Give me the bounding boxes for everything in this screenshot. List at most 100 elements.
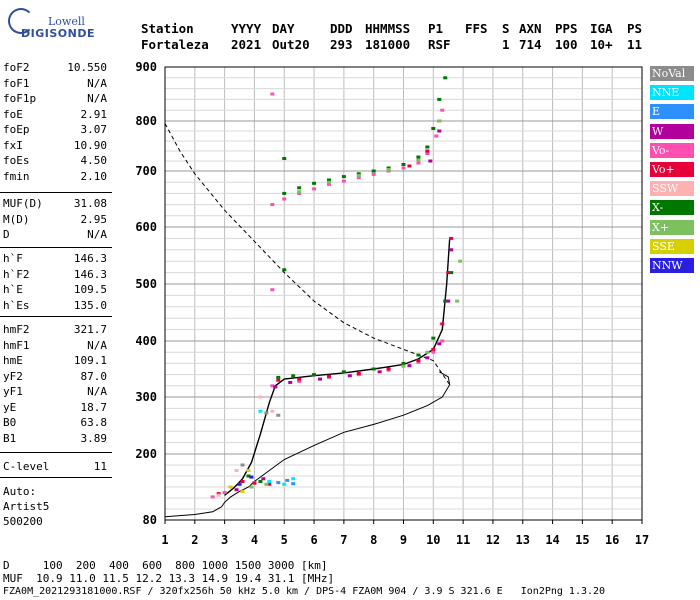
parameter-name: h`Es bbox=[3, 298, 30, 312]
echo-point-vo bbox=[440, 339, 445, 343]
y-tick-label: 80 bbox=[143, 513, 157, 527]
parameter-value: 87.0 bbox=[80, 369, 108, 383]
echo-point-x bbox=[416, 353, 421, 357]
echo-point-w bbox=[449, 248, 454, 252]
parameter-name: hmF1 bbox=[3, 338, 30, 352]
header-value: 293 bbox=[330, 37, 353, 52]
echo-point-x bbox=[326, 178, 331, 182]
echo-point-vo bbox=[297, 191, 302, 195]
echo-point-x bbox=[425, 145, 430, 149]
parameter-value: 2.95 bbox=[80, 212, 108, 226]
echo-point-x bbox=[443, 299, 448, 303]
echo-point-vo bbox=[240, 480, 245, 483]
parameter-row: foEp 3.07 bbox=[3, 122, 107, 137]
parameter-row: fmin 2.10 bbox=[3, 169, 107, 184]
parameter-value: 146.3 bbox=[73, 252, 107, 265]
parameter-row: h`Es 135.0 bbox=[3, 298, 107, 313]
x-tick-label: 13 bbox=[516, 533, 530, 547]
parameter-row: yE 18.7 bbox=[3, 400, 107, 415]
echo-point-x bbox=[356, 172, 361, 176]
header-value: Fortaleza bbox=[141, 37, 209, 52]
parameter-name: foF1 bbox=[3, 76, 30, 90]
echo-point-vo bbox=[431, 350, 436, 354]
parameter-row: C-level 11 bbox=[3, 459, 107, 474]
parameter-name: foEs bbox=[3, 154, 30, 167]
echo-point-w bbox=[425, 356, 430, 360]
echo-point-x bbox=[356, 173, 361, 177]
echo-point-x bbox=[401, 364, 406, 368]
parameter-value: 10.550 bbox=[67, 61, 107, 74]
echo-point-noval bbox=[276, 413, 281, 417]
x-tick-label: 5 bbox=[281, 533, 288, 547]
parameter-row: M(D) 2.95 bbox=[3, 212, 107, 227]
x-tick-label: 7 bbox=[340, 533, 347, 547]
parameter-row: h`F 146.3 bbox=[3, 251, 107, 266]
echo-point-x bbox=[431, 127, 436, 130]
x-tick-label: 4 bbox=[251, 533, 258, 547]
echo-point-vo bbox=[326, 182, 331, 186]
header-label: AXN bbox=[519, 21, 542, 36]
echo-point-x bbox=[386, 168, 391, 171]
echo-point-vo bbox=[416, 161, 421, 165]
echo-point-nnw bbox=[249, 475, 254, 479]
x-tick-label: 15 bbox=[575, 533, 589, 547]
echo-point-ssw bbox=[258, 395, 263, 399]
plot-axes: 1 2 3 4 5 6 7 8 9 10 11 12 13 14 15 16 17802003004005006… bbox=[135, 60, 649, 547]
x-tick-label: 16 bbox=[605, 533, 619, 547]
y-tick-label: 600 bbox=[135, 220, 157, 234]
header-label: DDD bbox=[330, 21, 353, 36]
echo-point-x bbox=[371, 169, 376, 173]
echo-point-x bbox=[458, 259, 463, 263]
echo-point-vo bbox=[312, 187, 317, 191]
parameter-value: N/A bbox=[87, 92, 107, 105]
parameter-row: B1 3.89 bbox=[3, 431, 107, 446]
echo-point-sse bbox=[240, 489, 245, 493]
echo-point-w bbox=[446, 299, 451, 303]
echo-point-x bbox=[416, 155, 421, 159]
echo-point-vo bbox=[407, 164, 412, 168]
echo-point-vo bbox=[270, 92, 275, 96]
parameter-row: foEs 4.50 bbox=[3, 153, 107, 168]
echo-point-vo bbox=[431, 347, 436, 351]
parameter-name: foE bbox=[3, 107, 23, 121]
footer-file-info: FZA0M_2021293181000.RSF / 320fx256h 50 k… bbox=[3, 586, 606, 597]
x-tick-label: 2 bbox=[191, 533, 198, 547]
echo-point-x bbox=[312, 181, 317, 185]
autoscaling-line3: 500200 bbox=[3, 515, 43, 528]
echo-point-x bbox=[326, 180, 331, 184]
echo-point-x bbox=[341, 370, 346, 374]
echo-point-sse bbox=[228, 485, 233, 489]
parameter-row: B0 63.8 bbox=[3, 415, 107, 430]
parameter-value: 321.7 bbox=[73, 323, 107, 336]
parameter-row: yF2 87.0 bbox=[3, 369, 107, 384]
parameter-name: foF1p bbox=[3, 92, 37, 105]
parameter-name: hmF2 bbox=[3, 323, 30, 336]
echo-point-vo bbox=[440, 108, 445, 112]
echo-point-x bbox=[449, 271, 454, 275]
parameter-name: fmin bbox=[3, 169, 30, 183]
legend-item: Vo- bbox=[650, 142, 694, 158]
y-tick-label: 500 bbox=[135, 277, 157, 291]
echo-point-e bbox=[285, 478, 290, 482]
parameter-value: 146.3 bbox=[73, 267, 107, 281]
parameter-value: 2.10 bbox=[80, 169, 108, 183]
y-tick-label: 400 bbox=[135, 334, 157, 348]
parameter-name: B1 bbox=[3, 431, 17, 445]
echo-point-x bbox=[282, 268, 287, 272]
echo-point-vo bbox=[297, 377, 302, 381]
parameter-name: C-level bbox=[3, 460, 50, 473]
echo-point-x bbox=[276, 375, 281, 379]
parameter-separator bbox=[0, 316, 112, 317]
echo-point-vo bbox=[401, 166, 406, 170]
footer-muf-row: MUF 10.9 11.0 11.5 12.2 13.3 14.9 19.4 3… bbox=[3, 572, 335, 585]
parameter-value: 4.50 bbox=[80, 154, 108, 167]
echo-point-sse bbox=[246, 469, 251, 472]
parameter-value: 31.08 bbox=[73, 197, 107, 210]
logo-line1: Lowell bbox=[48, 15, 85, 28]
echo-point-w bbox=[273, 385, 278, 389]
legend-item: SSW bbox=[650, 181, 694, 197]
echo-point-x bbox=[437, 119, 442, 123]
parameter-value: 11 bbox=[93, 460, 107, 473]
legend-item: NoVal bbox=[650, 66, 694, 81]
parameter-row: hmF1 N/A bbox=[3, 338, 107, 353]
